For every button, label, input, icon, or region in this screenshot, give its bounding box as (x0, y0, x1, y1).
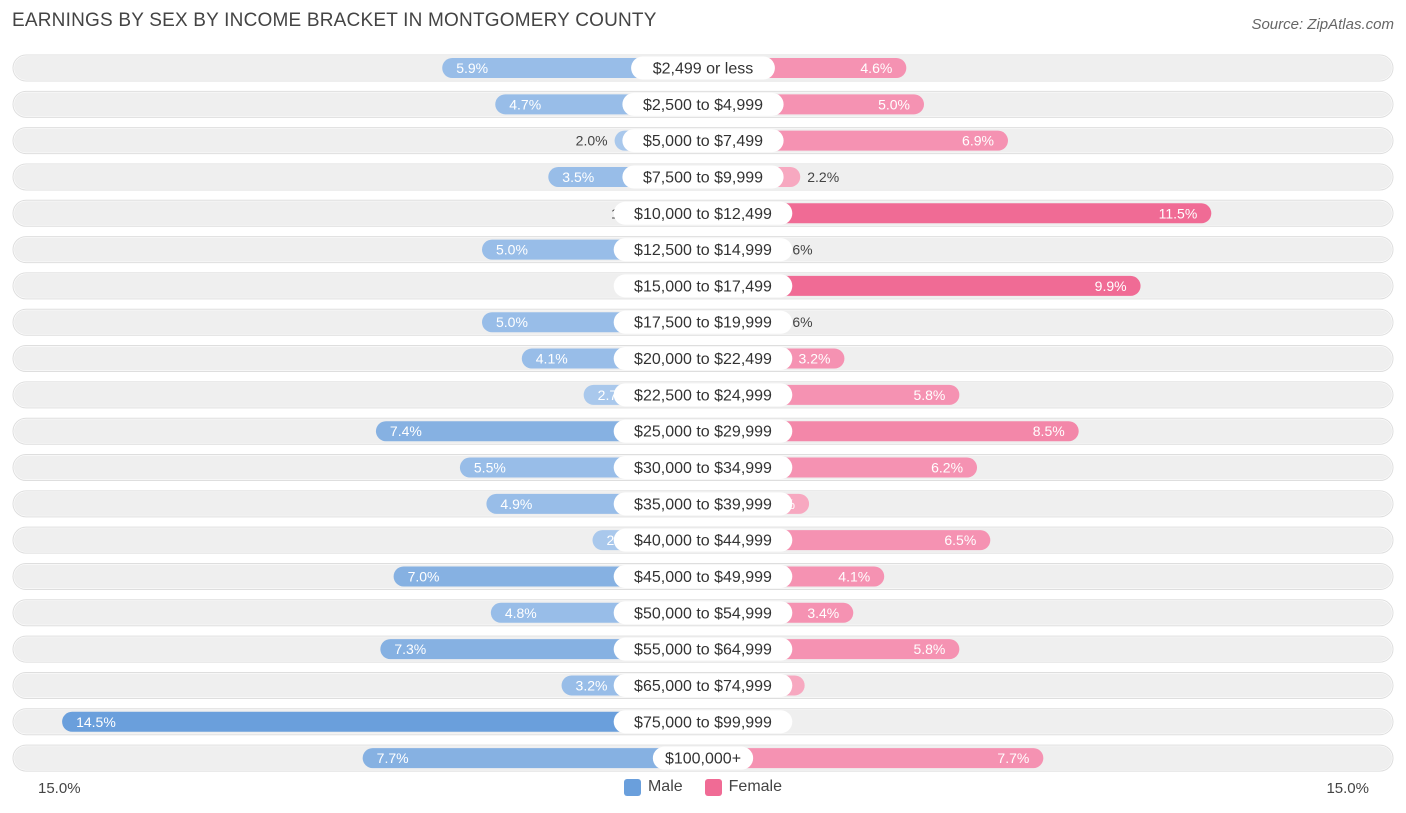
category-pill (613, 528, 793, 552)
category-label: $75,000 to $99,999 (634, 714, 772, 731)
category-pill (613, 456, 793, 480)
category-pill (613, 601, 793, 625)
bar-female (703, 275, 1141, 296)
category-label: $30,000 to $34,999 (634, 460, 772, 477)
category-pill (613, 383, 793, 407)
chart-title: EARNINGS BY SEX BY INCOME BRACKET IN MON… (12, 10, 657, 31)
bar-male (362, 748, 703, 769)
value-label-male: 5.9% (456, 60, 488, 76)
category-label: $5,000 to $7,499 (643, 133, 763, 150)
category-label: $20,000 to $22,499 (634, 351, 772, 368)
value-label-female: 6.5% (944, 532, 976, 548)
bar-male (62, 711, 704, 732)
category-pill (622, 165, 784, 189)
value-label-female: 5.8% (913, 387, 945, 403)
value-label-male: 5.5% (474, 460, 506, 476)
category-label: $2,500 to $4,999 (643, 97, 763, 114)
value-label-male: 4.7% (509, 96, 541, 112)
bar-female (703, 421, 1079, 442)
value-label-female: 11.5% (1159, 205, 1198, 221)
value-label-female: 9.9% (1095, 278, 1127, 294)
category-label: $100,000+ (665, 751, 741, 768)
category-label: $10,000 to $12,499 (634, 206, 772, 223)
value-label-female: 7.7% (997, 750, 1029, 766)
category-pill (613, 419, 793, 443)
value-label-female: 5.0% (878, 96, 910, 112)
category-pill (613, 201, 793, 225)
category-label: $22,500 to $24,999 (634, 387, 772, 404)
value-label-female: 4.6% (860, 60, 892, 76)
value-label-female: 3.4% (807, 605, 839, 621)
legend: Male Female (0, 778, 1406, 796)
legend-item-male[interactable]: Male (623, 778, 683, 796)
category-pill (613, 347, 793, 371)
category-label: $50,000 to $54,999 (634, 605, 772, 622)
value-label-male: 3.5% (562, 169, 594, 185)
value-label-male: 5.0% (496, 242, 528, 258)
value-label-male: 4.8% (505, 605, 537, 621)
value-label-male: 4.1% (536, 351, 568, 367)
category-pill (622, 92, 784, 116)
value-label-male: 3.2% (576, 677, 608, 693)
category-label: $2,499 or less (653, 61, 754, 78)
category-label: $12,500 to $14,999 (634, 242, 772, 259)
category-pill (613, 274, 793, 298)
value-label-male: 2.0% (576, 133, 608, 149)
value-label-male: 7.0% (408, 568, 440, 584)
category-label: $17,500 to $19,999 (634, 315, 772, 332)
legend-label-female: Female (728, 778, 783, 795)
axis-label-left: 15.0% (38, 780, 81, 797)
category-pill (652, 746, 754, 770)
category-pill (613, 710, 793, 734)
category-pill (613, 564, 793, 588)
category-pill (631, 56, 775, 80)
category-label: $35,000 to $39,999 (634, 496, 772, 513)
value-label-female: 4.1% (838, 568, 870, 584)
legend-swatch-male (623, 778, 641, 796)
value-label-female: 8.5% (1033, 423, 1065, 439)
value-label-male: 7.4% (390, 423, 422, 439)
category-label: $45,000 to $49,999 (634, 569, 772, 586)
category-label: $40,000 to $44,999 (634, 533, 772, 550)
chart: 5.9% 4.6% $2,499 or less 4.7% 5.0% $2,500 to … (12, 54, 1394, 772)
category-label: $25,000 to $29,999 (634, 424, 772, 441)
value-label-male: 14.5% (76, 714, 116, 730)
value-label-female: 6.2% (931, 460, 963, 476)
value-label-male: 5.0% (496, 314, 528, 330)
category-label: $7,500 to $9,999 (643, 169, 763, 186)
category-pill (613, 673, 793, 697)
axis-label-right: 15.0% (1326, 780, 1369, 797)
category-pill (613, 637, 793, 661)
legend-label-male: Male (647, 778, 683, 795)
bar-female (703, 748, 1044, 769)
value-label-male: 7.3% (394, 641, 426, 657)
bar-female (703, 203, 1212, 224)
value-label-male: 4.9% (500, 496, 532, 512)
category-label: $65,000 to $74,999 (634, 678, 772, 695)
legend-swatch-female (704, 778, 722, 796)
value-label-female: 6.9% (962, 133, 994, 149)
value-label-male: 7.7% (377, 750, 409, 766)
legend-item-female[interactable]: Female (704, 778, 783, 796)
category-pill (622, 129, 784, 153)
category-label: $15,000 to $17,499 (634, 278, 772, 295)
value-label-female: 3.2% (799, 351, 831, 367)
value-label-female: 2.2% (807, 169, 839, 185)
category-label: $55,000 to $64,999 (634, 642, 772, 659)
category-pill (613, 492, 793, 516)
source-label: Source: ZipAtlas.com (1251, 16, 1394, 33)
category-pill (613, 310, 793, 334)
category-pill (613, 238, 793, 262)
value-label-female: 5.8% (913, 641, 945, 657)
